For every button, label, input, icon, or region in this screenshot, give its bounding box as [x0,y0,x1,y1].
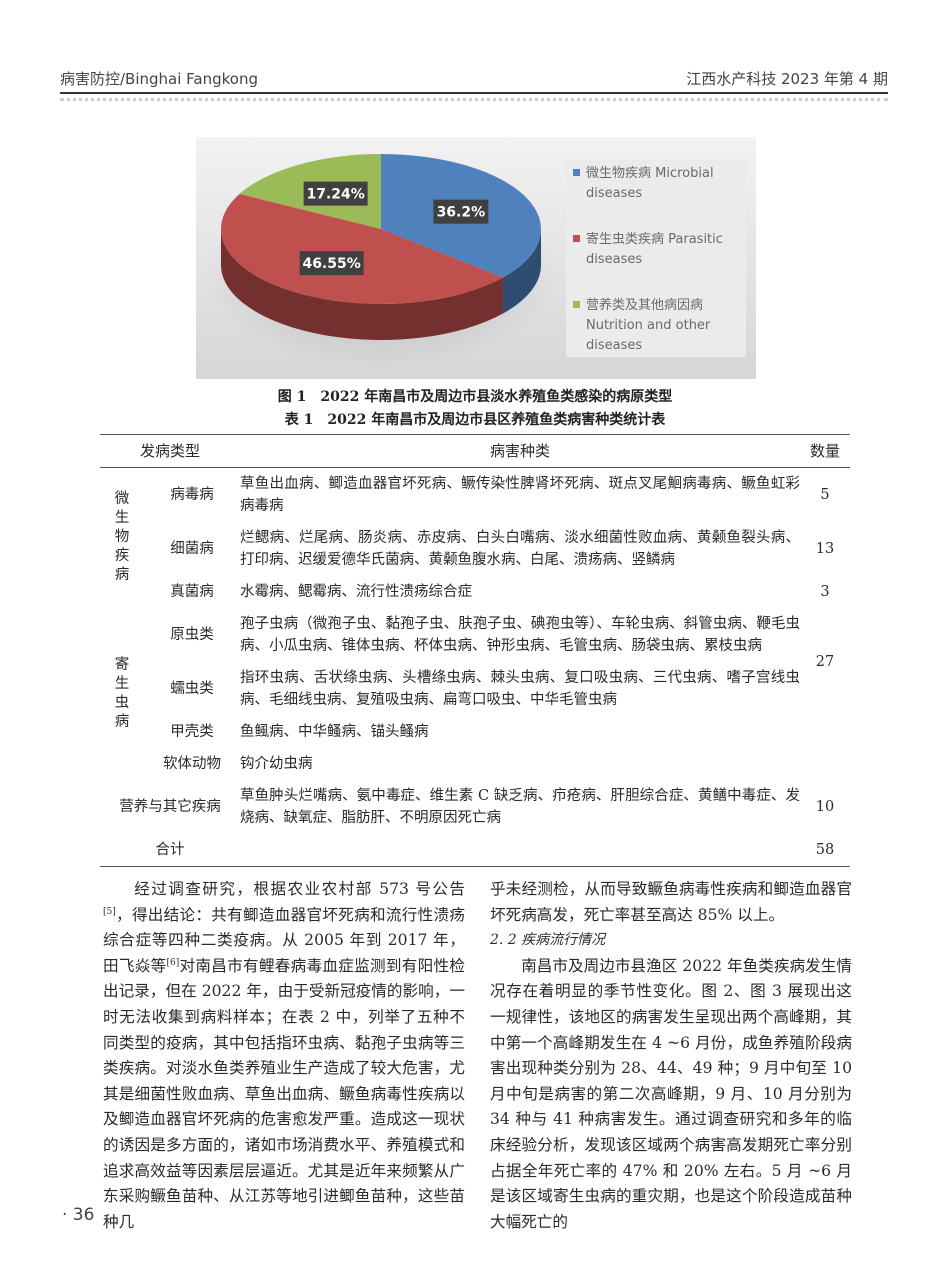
legend-box [566,159,746,357]
data-label-bg-2 [303,181,368,206]
table-row: 寄生虫病 原虫类 孢子虫病（微孢子虫、黏孢子虫、肤孢子虫、碘孢虫等）、车轮虫病、… [100,608,850,730]
subtype-label: 病毒病 [170,487,214,503]
pie-chart: 36.2% 46.55% 17.24% 微生物疾病 Microbial disease… [196,137,756,379]
disease-list: 烂鳃病、烂尾病、肠炎病、赤皮病、白头白嘴病、淡水细菌性败血病、黄颡鱼裂头病、打印… [240,530,800,568]
header-type: 发病类型 [100,434,240,468]
data-label-bg-0 [433,199,489,224]
disease-list: 草鱼肿头烂嘴病、氨中毒症、维生素 C 缺乏病、疖疮病、肝胆综合症、黄鳝中毒症、发… [240,788,800,826]
table-row: 甲壳类 鱼鲺病、中华鳋病、锚头鳋病 [100,716,850,748]
total-label: 合计 [100,834,240,867]
body-paragraph: 经过调查研究，根据农业农村部 573 号公告 [5]，得出结论：共有鲫造血器官坏死… [103,877,465,1235]
pie-side-0 [502,229,541,314]
body-column-right: 乎未经测检，从而导致鳜鱼病毒性疾病和鲫造血器官坏死病高发，死亡率甚至高达 85%… [490,877,852,1235]
group-label: 寄生虫病 [114,656,130,730]
legend-swatch-1 [573,235,580,242]
disease-list: 指环虫病、舌状绦虫病、头槽绦虫病、棘头虫病、复口吸虫病、三代虫病、嗜子宫线虫病、… [240,670,800,708]
count-cell: 5 [820,487,830,503]
legend-label-1: 寄生虫类疾病 Parasitic [586,231,723,247]
body-column-left: 经过调查研究，根据农业农村部 573 号公告 [5]，得出结论：共有鲫造血器官坏死… [103,877,465,1235]
section-heading: 2. 2 疾病流行情况 [490,932,606,949]
group-label: 营养与其它疾病 [119,799,221,815]
subtype-label: 甲壳类 [170,724,214,740]
subtype-label: 真菌病 [170,584,214,600]
body-paragraph: 乎未经测检，从而导致鳜鱼病毒性疾病和鲫造血器官坏死病高发，死亡率甚至高达 85%… [490,880,852,924]
table-row: 真菌病 水霉病、鳃霉病、流行性溃疡综合症 3 [100,576,850,608]
legend-label-0: diseases [586,186,642,201]
count-cell: 27 [815,654,835,670]
citation-5[interactable]: [5] [103,906,116,917]
count-cell: 3 [820,584,830,600]
legend-label-1: diseases [586,252,642,267]
header-species: 病害种类 [240,434,800,468]
citation-6[interactable]: [6] [166,957,180,968]
legend-label-2: 营养类及其他病因病 [586,297,703,313]
disease-list: 钩介幼虫病 [240,756,313,772]
total-count: 58 [800,834,850,867]
disease-list: 水霉病、鳃霉病、流行性溃疡综合症 [240,584,472,600]
pie-slice-1 [220,193,503,305]
count-cell: 10 [815,799,835,815]
text-run: 经过调查研究，根据农业农村部 573 号公告 [134,880,465,898]
disease-list: 草鱼出血病、鲫造血器官坏死病、鳜传染性脾肾坏死病、斑点叉尾鮰病毒病、鳜鱼虹彩病毒… [240,476,800,514]
data-label-2: 17.24% [306,187,364,203]
page-number: · 36 [62,1205,95,1225]
header-rule [60,92,888,94]
subtype-label: 软体动物 [163,756,221,772]
table-row: 营养与其它疾病 草鱼肿头烂嘴病、氨中毒症、维生素 C 缺乏病、疖疮病、肝胆综合症… [100,780,850,834]
table-row: 蠕虫类 指环虫病、舌状绦虫病、头槽绦虫病、棘头虫病、复口吸虫病、三代虫病、嗜子宫… [100,662,850,716]
running-header-section: 病害防控/Binghai Fangkong [60,70,259,88]
header-dotted-rule [60,98,888,101]
pie-side-1 [221,229,503,341]
table-row: 软体动物 钩介幼虫病 [100,748,850,780]
data-label-1: 46.55% [302,256,360,272]
subtype-label: 原虫类 [170,627,214,643]
group-label: 微生物疾病 [114,491,130,583]
table-row: 细菌病 烂鳃病、烂尾病、肠炎病、赤皮病、白头白嘴病、淡水细菌性败血病、黄颡鱼裂头… [100,522,850,576]
text-run: 对南昌市有鲤春病毒血症监测到有阳性检出记录，但在 2022 年，由于受新冠疫情的… [103,956,465,1231]
legend-swatch-2 [573,301,580,308]
data-label-bg-1 [299,251,364,276]
running-header-journal: 江西水产科技 2023 年第 4 期 [686,70,888,88]
count-cell: 13 [815,541,835,557]
table-total-row: 合计 58 [100,834,850,867]
header-count: 数量 [800,434,850,468]
data-label-0: 36.2% [437,205,486,221]
disease-list: 鱼鲺病、中华鳋病、锚头鳋病 [240,724,429,740]
table-header-row: 发病类型 病害种类 数量 [100,434,850,468]
subtype-label: 蠕虫类 [170,681,214,697]
table-caption: 表 1 2022 年南昌市及周边市县区养殖鱼类病害种类统计表 [284,412,666,428]
legend-swatch-0 [573,169,580,176]
legend-label-0: 微生物疾病 Microbial [586,166,714,181]
legend-label-2: Nutrition and other [586,318,711,333]
body-paragraph: 南昌市及周边市县渔区 2022 年鱼类疾病发生情况存在着明显的季节性变化。图 2… [490,956,852,1231]
legend-label-2: diseases [586,338,642,353]
table-row: 微生物疾病 病毒病 草鱼出血病、鲫造血器官坏死病、鳜传染性脾肾坏死病、斑点叉尾鮰… [100,468,850,583]
figure-caption: 图 1 2022 年南昌市及周边市县淡水养殖鱼类感染的病原类型 [277,389,673,405]
disease-list: 孢子虫病（微孢子虫、黏孢子虫、肤孢子虫、碘孢虫等）、车轮虫病、斜管虫病、鞭毛虫病… [240,616,800,654]
disease-table: 发病类型 病害种类 数量 微生物疾病 病毒病 草鱼出血病、鲫造血器官坏死病、鳜传… [100,434,850,867]
text-run: ，得出结论：共有鲫造血器官坏死病和流行性溃疡综合症等四种二类疫病。从 2005 … [103,905,465,975]
subtype-label: 细菌病 [170,541,214,557]
